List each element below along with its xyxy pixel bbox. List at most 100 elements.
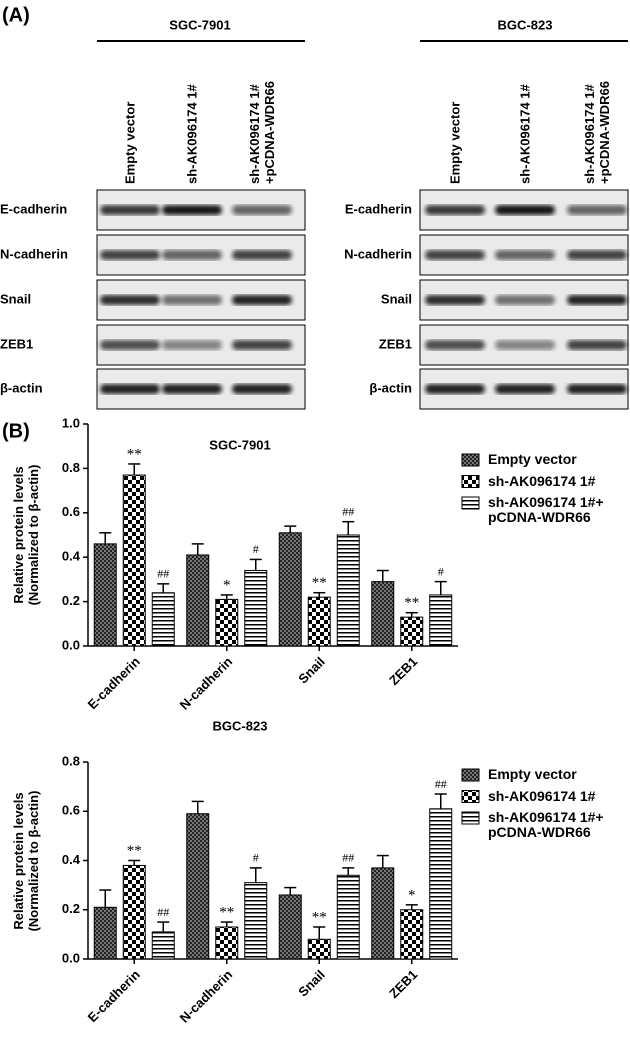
blot-band xyxy=(232,250,292,260)
blot-band xyxy=(425,250,485,260)
x-tick-label: E-cadherin xyxy=(85,654,143,712)
protein-label: N-cadherin xyxy=(0,246,68,261)
significance-label: * xyxy=(408,887,416,903)
bar xyxy=(122,474,146,647)
y-tick-label: 0.2 xyxy=(62,593,80,608)
blot-band xyxy=(100,384,160,394)
bar xyxy=(93,906,117,960)
legend-label: sh-AK096174 1#+ pCDNA-WDR66 xyxy=(488,809,604,840)
blot-band xyxy=(567,295,627,305)
y-tick-label: 0.0 xyxy=(62,637,80,652)
bar xyxy=(336,534,360,647)
significance-label: ** xyxy=(219,905,234,921)
y-tick-label: 0.8 xyxy=(62,460,80,475)
significance-label: ## xyxy=(435,777,447,791)
bar xyxy=(151,592,175,647)
bar xyxy=(429,808,453,960)
protein-label: Snail xyxy=(0,291,31,306)
protein-label: N-cadherin xyxy=(344,246,412,261)
protein-label: Snail xyxy=(381,291,412,306)
bar xyxy=(429,594,453,647)
legend-swatch xyxy=(461,768,480,782)
blot-band xyxy=(495,295,555,305)
y-tick-label: 0.2 xyxy=(62,901,80,916)
lane-label: sh-AK096174 1# +pCDNA-WDR66 xyxy=(582,81,612,184)
bar xyxy=(400,616,424,647)
bar xyxy=(186,813,210,960)
cell-line-label: SGC-7901 xyxy=(169,17,230,32)
x-tick-label: Snail xyxy=(295,967,328,1000)
bar xyxy=(371,867,395,960)
blot-band xyxy=(495,250,555,260)
blot-band xyxy=(425,340,485,350)
blot-band xyxy=(232,295,292,305)
y-tick-label: 0.4 xyxy=(62,549,81,564)
significance-label: # xyxy=(253,851,259,865)
significance-label: * xyxy=(223,577,231,593)
y-tick-label: 0.6 xyxy=(62,504,80,519)
protein-label: ZEB1 xyxy=(379,336,412,351)
bar xyxy=(336,874,360,960)
significance-label: ** xyxy=(127,446,142,462)
blot-band xyxy=(232,384,292,394)
significance-label: ## xyxy=(157,905,169,919)
blot-band xyxy=(162,384,222,394)
significance-label: ## xyxy=(157,567,169,581)
bar xyxy=(278,532,302,647)
bar xyxy=(371,581,395,647)
blot-band xyxy=(495,205,555,215)
bar xyxy=(151,931,175,960)
x-tick-label: ZEB1 xyxy=(386,967,420,1001)
bar xyxy=(186,554,210,647)
y-tick-label: 0.6 xyxy=(62,803,80,818)
lane-label: Empty vector xyxy=(447,101,463,184)
legend-label: Empty vector xyxy=(488,451,577,467)
bar xyxy=(278,894,302,960)
blot-band xyxy=(162,205,222,215)
chart-title: SGC-7901 xyxy=(209,437,270,452)
blot-band xyxy=(100,295,160,305)
significance-label: ** xyxy=(404,595,419,611)
panel-label: (A) xyxy=(2,4,30,26)
legend-label: sh-AK096174 1# xyxy=(488,787,596,804)
bar xyxy=(93,543,117,647)
blot-band xyxy=(495,340,555,350)
y-tick-label: 0.8 xyxy=(62,753,80,768)
x-tick-label: N-cadherin xyxy=(177,654,236,713)
blot-band xyxy=(162,340,222,350)
blot-band xyxy=(162,250,222,260)
significance-label: ** xyxy=(312,909,327,925)
blot-band xyxy=(232,205,292,215)
bar xyxy=(244,570,268,647)
legend-swatch xyxy=(461,496,480,510)
y-tick-label: 1.0 xyxy=(62,415,80,430)
legend-swatch xyxy=(461,475,480,488)
significance-label: ** xyxy=(312,575,327,591)
significance-label: ## xyxy=(342,504,354,518)
lane-label: sh-AK096174 1# xyxy=(517,84,533,184)
protein-label: β-actin xyxy=(369,380,412,395)
protein-label: E-cadherin xyxy=(345,201,412,216)
significance-label: ** xyxy=(127,843,142,859)
blot-band xyxy=(495,384,555,394)
blot-band xyxy=(100,205,160,215)
bar xyxy=(215,598,239,647)
blot-band xyxy=(567,340,627,350)
significance-label: # xyxy=(253,542,259,556)
significance-label: # xyxy=(438,564,444,578)
blot-band xyxy=(425,384,485,394)
legend-swatch xyxy=(461,453,480,467)
x-tick-label: ZEB1 xyxy=(386,654,420,688)
protein-label: β-actin xyxy=(0,380,43,395)
bar xyxy=(122,864,146,960)
legend-label: sh-AK096174 1# xyxy=(488,472,596,489)
x-tick-label: E-cadherin xyxy=(85,967,143,1025)
lane-label: sh-AK096174 1# xyxy=(184,84,200,184)
legend-swatch xyxy=(461,811,480,825)
blot-band xyxy=(100,250,160,260)
protein-label: E-cadherin xyxy=(0,201,67,216)
chart-title: BGC-823 xyxy=(213,718,268,733)
blot-band xyxy=(425,205,485,215)
blot-band xyxy=(232,340,292,350)
